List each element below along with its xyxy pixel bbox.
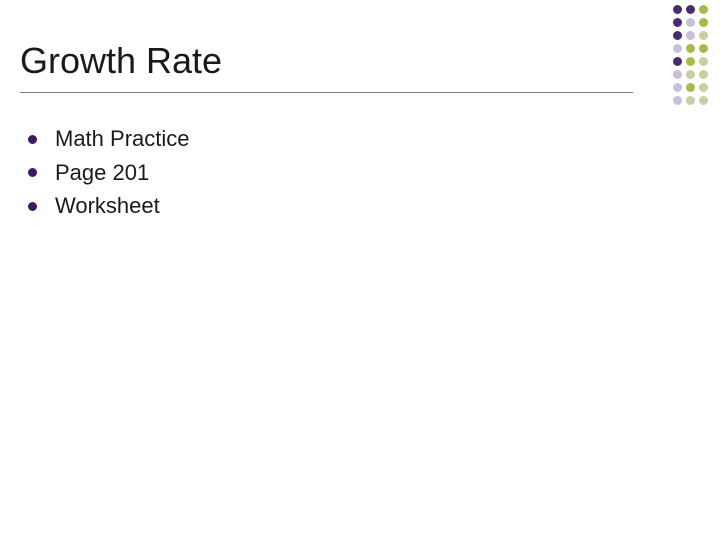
slide: Growth Rate Math Practice Page 201 Works… xyxy=(0,0,720,540)
list-item-label: Worksheet xyxy=(55,192,160,220)
deco-dot xyxy=(699,18,708,27)
deco-dot xyxy=(699,57,708,66)
deco-dot xyxy=(686,83,695,92)
deco-dot xyxy=(673,5,682,14)
deco-column xyxy=(686,5,695,105)
list-item-label: Math Practice xyxy=(55,125,190,153)
deco-dot xyxy=(699,44,708,53)
deco-dot xyxy=(686,31,695,40)
list-item-label: Page 201 xyxy=(55,159,149,187)
corner-decoration xyxy=(673,5,708,105)
title-underline xyxy=(20,92,633,93)
list-item: Worksheet xyxy=(28,192,190,220)
deco-dot xyxy=(673,44,682,53)
page-title: Growth Rate xyxy=(20,40,630,82)
deco-dot xyxy=(686,44,695,53)
deco-dot xyxy=(673,70,682,79)
deco-dot xyxy=(686,70,695,79)
deco-dot xyxy=(699,31,708,40)
deco-dot xyxy=(699,83,708,92)
title-block: Growth Rate xyxy=(20,40,630,82)
deco-dot xyxy=(673,57,682,66)
deco-dot xyxy=(699,5,708,14)
deco-dot xyxy=(699,96,708,105)
deco-dot xyxy=(673,18,682,27)
deco-dot xyxy=(673,83,682,92)
deco-dot xyxy=(699,70,708,79)
content-list: Math Practice Page 201 Worksheet xyxy=(28,125,190,226)
deco-dot xyxy=(673,31,682,40)
list-item: Math Practice xyxy=(28,125,190,153)
deco-column xyxy=(673,5,682,105)
deco-dot xyxy=(686,5,695,14)
deco-dot xyxy=(686,57,695,66)
bullet-icon xyxy=(28,168,37,177)
deco-dot xyxy=(686,18,695,27)
deco-dot xyxy=(673,96,682,105)
bullet-icon xyxy=(28,135,37,144)
list-item: Page 201 xyxy=(28,159,190,187)
deco-column xyxy=(699,5,708,105)
bullet-icon xyxy=(28,202,37,211)
deco-dot xyxy=(686,96,695,105)
